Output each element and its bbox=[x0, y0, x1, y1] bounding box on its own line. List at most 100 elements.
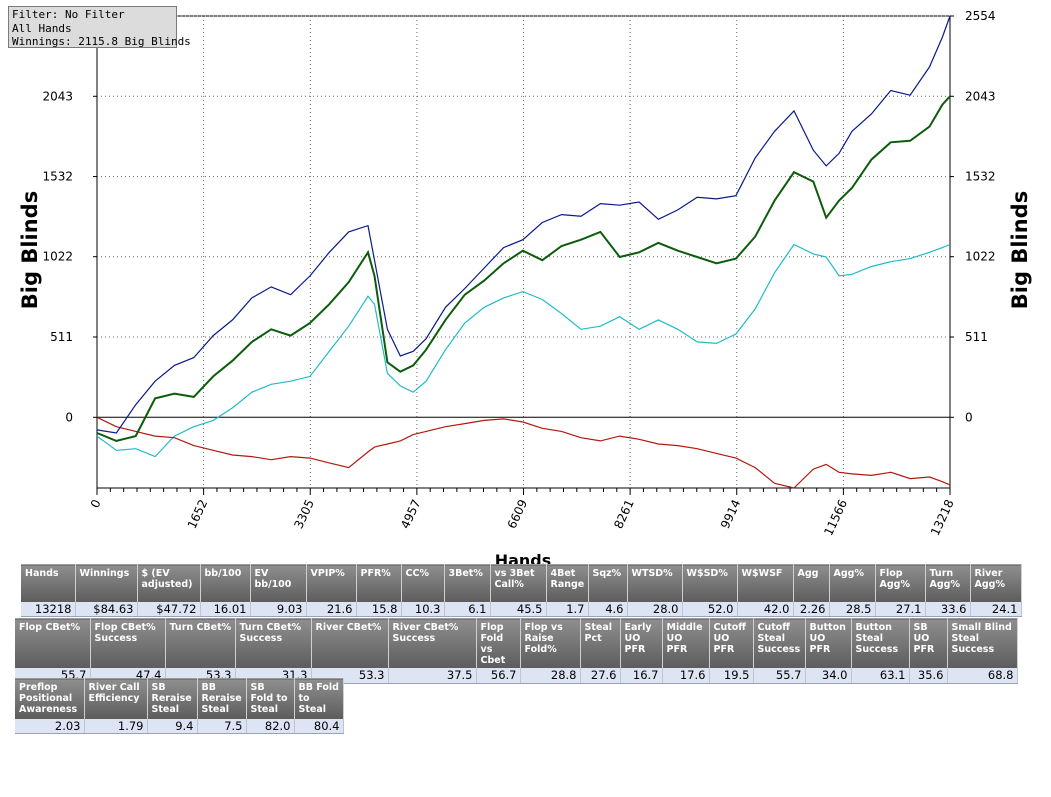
stat-header: SB Fold to Steal bbox=[246, 678, 295, 719]
stat-header: PFR% bbox=[356, 564, 402, 602]
stat-value: 21.6 bbox=[306, 601, 357, 617]
winnings-text: Winnings: 2115.8 Big Blinds bbox=[12, 35, 191, 48]
stat-header: Agg% bbox=[829, 564, 876, 602]
stat-header: Flop CBet% bbox=[15, 618, 91, 668]
stat-value: 1.7 bbox=[546, 601, 589, 617]
stat-header: Flop CBet% Success bbox=[90, 618, 166, 668]
stat-header: 3Bet% bbox=[444, 564, 491, 602]
stat-value: 33.6 bbox=[925, 601, 971, 617]
stat-value: 42.0 bbox=[737, 601, 794, 617]
stat-value: 34.0 bbox=[805, 668, 852, 684]
stat-value: 9.03 bbox=[250, 601, 307, 617]
stat-value: $47.72 bbox=[137, 601, 201, 617]
x-tick-label: 9914 bbox=[718, 497, 744, 531]
stat-header: Cutoff Steal Success bbox=[753, 618, 806, 668]
stat-value: 63.1 bbox=[851, 668, 910, 684]
stat-header: vs 3Bet Call% bbox=[490, 564, 547, 602]
y-axis-right: 0 511 1022 1532 2043 2554 bbox=[950, 9, 996, 424]
stat-value: 35.6 bbox=[909, 668, 948, 684]
stat-value: 2.26 bbox=[793, 601, 830, 617]
stat-header: BB Reraise Steal bbox=[197, 678, 247, 719]
stat-header: River CBet% bbox=[311, 618, 389, 668]
stat-value: $84.63 bbox=[75, 601, 138, 617]
stat-header: bb/100 bbox=[200, 564, 251, 602]
stat-header: Agg bbox=[793, 564, 830, 602]
stat-header: River Agg% bbox=[970, 564, 1022, 602]
stat-header: River Call Efficiency bbox=[84, 678, 148, 719]
stat-value: 80.4 bbox=[294, 718, 344, 734]
y-tick-label: 1022 bbox=[965, 250, 996, 264]
summary-box: Filter: No Filter All Hands Winnings: 21… bbox=[8, 6, 191, 48]
stat-header: Button UO PFR bbox=[805, 618, 852, 668]
y-tick-label: 1022 bbox=[42, 250, 73, 264]
x-tick-label: 3305 bbox=[291, 497, 317, 531]
stat-header: Middle UO PFR bbox=[662, 618, 710, 668]
series-lines bbox=[96, 15, 951, 489]
stat-value: 19.5 bbox=[709, 668, 754, 684]
stat-header: BB Fold to Steal bbox=[294, 678, 344, 719]
series-line-green bbox=[96, 95, 951, 442]
x-tick-label: 1652 bbox=[185, 497, 211, 531]
x-tick-label: 0 bbox=[88, 497, 104, 510]
stat-header: VPIP% bbox=[306, 564, 357, 602]
stat-value: 28.8 bbox=[520, 668, 581, 684]
stat-value: 52.0 bbox=[682, 601, 738, 617]
stat-header: Early UO PFR bbox=[620, 618, 663, 668]
stat-header: Hands bbox=[21, 564, 76, 602]
stat-header: WTSD% bbox=[627, 564, 683, 602]
stat-value: 82.0 bbox=[246, 718, 295, 734]
stat-value: 10.3 bbox=[401, 601, 445, 617]
stat-value: 28.0 bbox=[627, 601, 683, 617]
x-tick-label: 13218 bbox=[928, 497, 957, 538]
stat-value: 37.5 bbox=[388, 668, 477, 684]
y-tick-label: 1532 bbox=[42, 170, 73, 184]
stat-header: Steal Pct bbox=[580, 618, 621, 668]
stat-header: 4Bet Range bbox=[546, 564, 589, 602]
stat-value: 13218 bbox=[21, 601, 76, 617]
series-line-cyan bbox=[96, 243, 951, 458]
stat-header: Flop Agg% bbox=[875, 564, 926, 602]
stat-header: Button Steal Success bbox=[851, 618, 910, 668]
stat-header: CC% bbox=[401, 564, 445, 602]
stat-header: Cutoff UO PFR bbox=[709, 618, 754, 668]
stat-header: Turn CBet% bbox=[165, 618, 236, 668]
stat-header: EV bb/100 bbox=[250, 564, 307, 602]
stat-value: 2.03 bbox=[15, 718, 85, 734]
stat-value: 55.7 bbox=[753, 668, 806, 684]
stats-table-row-3: Preflop Positional Awareness River Call E… bbox=[15, 678, 344, 734]
x-axis: 0 1652 3305 4957 6609 8261 9914 11566 13218 bbox=[88, 488, 957, 538]
y-tick-label: 511 bbox=[965, 330, 988, 344]
stat-header: Flop vs Raise Fold% bbox=[520, 618, 581, 668]
y-tick-label: 0 bbox=[65, 410, 73, 424]
y-tick-label: 2043 bbox=[42, 89, 73, 103]
stat-header: Sqz% bbox=[588, 564, 628, 602]
y-axis-label-right: Big Blinds bbox=[1008, 191, 1032, 309]
y-tick-label: 0 bbox=[965, 410, 973, 424]
stat-header: Small Blind Steal Success bbox=[947, 618, 1018, 668]
stat-header: Winnings bbox=[75, 564, 138, 602]
y-tick-label: 2554 bbox=[965, 9, 996, 23]
series-line-red bbox=[96, 416, 951, 489]
stat-value: 56.7 bbox=[476, 668, 521, 684]
stat-value: 4.6 bbox=[588, 601, 628, 617]
y-axis-label-left: Big Blinds bbox=[18, 191, 42, 309]
stat-value: 27.6 bbox=[580, 668, 621, 684]
stat-header: SB Reraise Steal bbox=[147, 678, 198, 719]
x-tick-label: 4957 bbox=[398, 497, 424, 531]
hands-filter-text: All Hands bbox=[12, 21, 72, 35]
stats-table-row-2: Flop CBet% Flop CBet% Success Turn CBet% Tu… bbox=[15, 618, 1018, 684]
y-tick-label: 2043 bbox=[965, 89, 996, 103]
stat-header: Preflop Positional Awareness bbox=[15, 678, 85, 719]
stat-value: 24.1 bbox=[970, 601, 1022, 617]
x-tick-label: 8261 bbox=[611, 497, 637, 531]
stat-header: SB UO PFR bbox=[909, 618, 948, 668]
stat-header: Turn CBet% Success bbox=[235, 618, 312, 668]
stat-value: 1.79 bbox=[84, 718, 148, 734]
filter-text: Filter: No Filter bbox=[12, 8, 125, 21]
stat-value: 68.8 bbox=[947, 668, 1018, 684]
stat-header: River CBet% Success bbox=[388, 618, 477, 668]
stat-value: 16.7 bbox=[620, 668, 663, 684]
stat-header: Flop Fold vs Cbet bbox=[476, 618, 521, 668]
x-tick-label: 6609 bbox=[505, 497, 531, 531]
